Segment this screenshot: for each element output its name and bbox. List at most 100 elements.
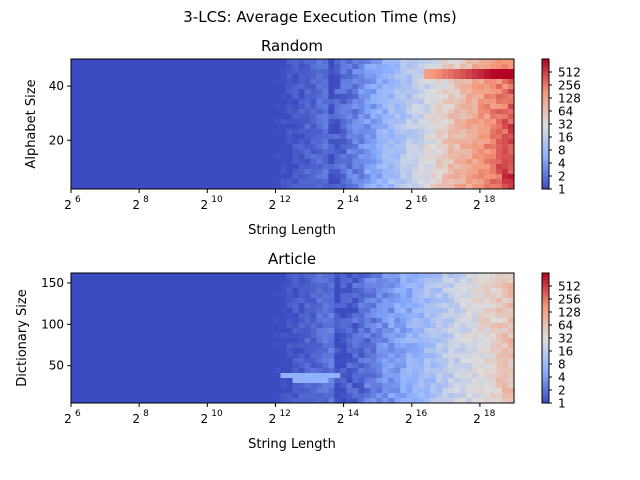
heatmap-cell — [298, 99, 306, 105]
heatmap-cell — [196, 283, 204, 289]
heatmap-cell — [382, 288, 389, 294]
heatmap-cell — [430, 383, 437, 389]
y-tick-label: 40 — [49, 79, 64, 93]
heatmap-cell — [154, 288, 162, 294]
heatmap-cell — [160, 129, 168, 135]
heatmap-cell — [142, 94, 150, 100]
heatmap-cell — [322, 64, 330, 70]
heatmap-cell — [340, 129, 347, 135]
heatmap-cell — [382, 99, 389, 105]
heatmap-cell — [190, 174, 198, 180]
heatmap-cell — [202, 169, 210, 175]
heatmap-cell — [382, 303, 389, 309]
heatmap-cell — [130, 79, 138, 85]
heatmap-cell — [298, 134, 306, 140]
heatmap-cell — [460, 273, 467, 279]
heatmap-cell — [400, 323, 407, 329]
heatmap-cell — [424, 393, 431, 399]
heatmap-cell — [88, 149, 96, 155]
heatmap-cell — [166, 273, 174, 279]
heatmap-cell — [484, 69, 491, 75]
x-tick-label: 2 — [200, 198, 208, 212]
heatmap-cell — [454, 378, 461, 384]
heatmap-cell — [280, 84, 288, 90]
heatmap-cell — [358, 74, 365, 80]
heatmap-cell — [262, 94, 270, 100]
heatmap-cell — [466, 154, 473, 160]
heatmap-cell — [268, 398, 276, 403]
heatmap-cell — [364, 313, 371, 319]
heatmap-cell — [310, 139, 318, 145]
heatmap-cell — [490, 348, 497, 354]
heatmap-cell — [208, 179, 216, 185]
heatmap-cell — [232, 124, 240, 130]
heatmap-cell — [472, 139, 479, 145]
heatmap-cell — [412, 69, 419, 75]
colorbar-segment — [542, 273, 549, 277]
heatmap-cell — [154, 114, 162, 120]
heatmap-cell — [430, 338, 437, 344]
heatmap-cell — [154, 59, 162, 65]
heatmap-cell — [214, 174, 222, 180]
heatmap-cell — [346, 99, 353, 105]
heatmap-cell — [328, 114, 336, 120]
heatmap-cell — [148, 109, 156, 115]
heatmap-cell — [136, 343, 144, 349]
heatmap-cell — [196, 328, 204, 334]
heatmap-cell — [382, 283, 389, 289]
heatmap-cell — [136, 84, 144, 90]
heatmap-cell — [430, 124, 437, 130]
heatmap-cell — [262, 293, 270, 299]
heatmap-cell — [478, 179, 485, 185]
heatmap-cell — [214, 313, 222, 319]
heatmap-cell — [424, 353, 431, 359]
heatmap-cell — [208, 373, 216, 379]
heatmap-cell — [250, 134, 258, 140]
heatmap-cell — [202, 368, 210, 374]
heatmap-cell — [196, 313, 204, 319]
heatmap-cell — [442, 169, 449, 175]
heatmap-cell — [400, 114, 407, 120]
heatmap-cell — [184, 114, 192, 120]
heatmap-cell — [220, 89, 228, 95]
heatmap-cell — [310, 383, 318, 389]
heatmap-cell — [334, 59, 341, 65]
heatmap-cell — [100, 388, 108, 394]
heatmap-cell — [298, 69, 306, 75]
heatmap-cell — [394, 109, 401, 115]
heatmap-cell — [71, 368, 78, 374]
colorbar-segment — [542, 91, 549, 96]
heatmap-cell — [400, 184, 407, 189]
heatmap-cell — [448, 308, 455, 314]
heatmap-cell — [268, 338, 276, 344]
heatmap-cell — [502, 99, 509, 105]
heatmap-cell — [316, 368, 324, 374]
heatmap-cell — [202, 338, 210, 344]
heatmap-cell — [82, 388, 90, 394]
heatmap-cell — [436, 169, 443, 175]
heatmap-cell — [484, 144, 491, 150]
heatmap-cell — [418, 79, 425, 85]
heatmap-cell — [71, 358, 78, 364]
heatmap-cell — [400, 278, 407, 284]
heatmap-cell — [238, 358, 246, 364]
heatmap-cell — [160, 104, 168, 110]
heatmap-cell — [346, 283, 353, 289]
heatmap-cell — [424, 368, 431, 374]
heatmap-cell — [100, 318, 108, 324]
heatmap-cell — [130, 179, 138, 185]
heatmap-cell — [418, 139, 425, 145]
heatmap-cell — [142, 144, 150, 150]
heatmap-cell — [76, 308, 84, 314]
heatmap-cell — [226, 64, 234, 70]
heatmap-cell — [376, 283, 383, 289]
heatmap-cell — [418, 358, 425, 364]
heatmap-cell — [244, 139, 252, 145]
heatmap-cell — [100, 288, 108, 294]
heatmap-cell — [262, 104, 270, 110]
heatmap-cell — [388, 378, 395, 384]
heatmap-cell — [202, 298, 210, 304]
heatmap-cell — [208, 288, 216, 294]
heatmap-cell — [508, 343, 514, 349]
heatmap-cell — [298, 144, 306, 150]
